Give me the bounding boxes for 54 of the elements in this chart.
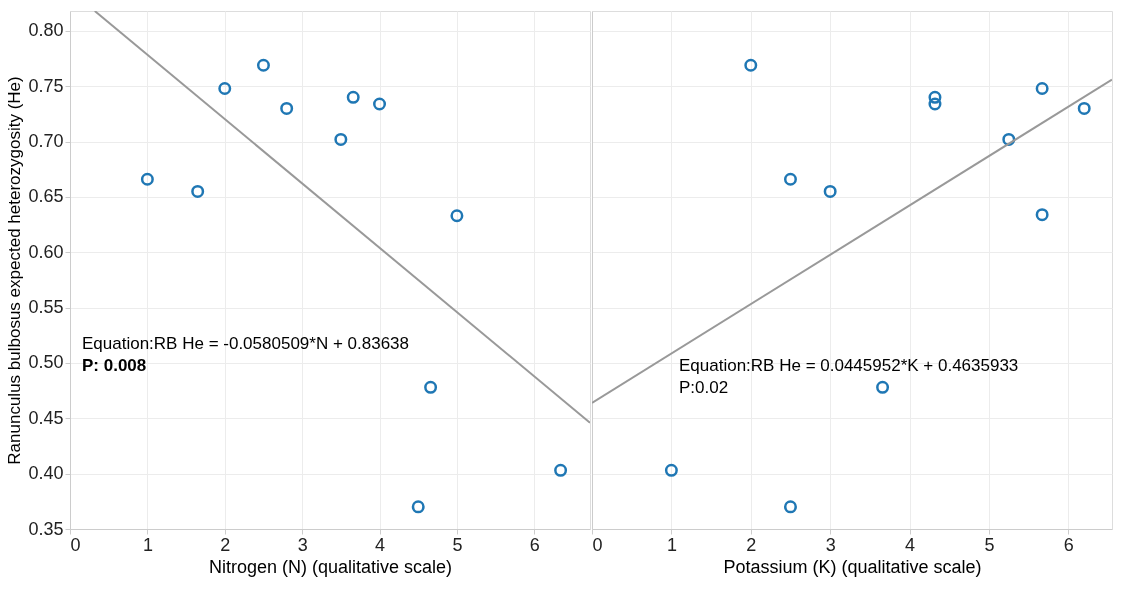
y-axis-title: Ranunculus bulbosus expected heterozygosity (He) bbox=[5, 76, 25, 465]
y-tick-label: 0.65 bbox=[28, 186, 64, 207]
y-tick-label: 0.75 bbox=[28, 75, 64, 96]
x-tick-label: 2 bbox=[746, 534, 757, 555]
x-tick-label: 4 bbox=[375, 534, 386, 555]
point bbox=[1077, 101, 1091, 115]
point bbox=[664, 463, 678, 477]
point bbox=[928, 90, 942, 104]
x-tick-label: 4 bbox=[905, 534, 916, 555]
point bbox=[450, 209, 464, 223]
x-tick-label: 3 bbox=[825, 534, 836, 555]
point bbox=[783, 172, 797, 186]
x-tick-label: 5 bbox=[452, 534, 463, 555]
x-tick-label: 5 bbox=[984, 534, 995, 555]
x-tick-label: 3 bbox=[297, 534, 308, 555]
y-tick-label: 0.35 bbox=[28, 518, 64, 539]
point bbox=[411, 500, 425, 514]
x-tick-label: 6 bbox=[529, 534, 540, 555]
annotation: Equation:RB He = 0.0445952*K + 0.4635933 bbox=[679, 356, 1019, 375]
y-tick-label: 0.60 bbox=[28, 241, 64, 262]
point bbox=[1035, 208, 1049, 222]
point bbox=[424, 380, 438, 394]
y-tick-label: 0.50 bbox=[28, 352, 64, 373]
y-tick-label: 0.45 bbox=[28, 407, 64, 428]
x-tick-label: 1 bbox=[142, 534, 153, 555]
point bbox=[1035, 81, 1049, 95]
point bbox=[744, 58, 758, 72]
point bbox=[140, 172, 154, 186]
point bbox=[280, 101, 294, 115]
point bbox=[334, 132, 348, 146]
annotation: P: 0.008 bbox=[82, 356, 147, 375]
annotation: P:0.02 bbox=[679, 378, 729, 397]
y-tick-label: 0.40 bbox=[28, 463, 64, 484]
point bbox=[554, 463, 568, 477]
point bbox=[876, 380, 890, 394]
point bbox=[373, 97, 387, 111]
x-axis-title: Nitrogen (N) (qualitative scale) bbox=[208, 556, 453, 577]
x-tick-label: 0 bbox=[592, 534, 603, 555]
y-tick-label: 0.70 bbox=[28, 131, 64, 152]
point bbox=[256, 58, 270, 72]
point bbox=[928, 97, 942, 111]
point bbox=[346, 90, 360, 104]
y-tick-label: 0.55 bbox=[28, 297, 64, 318]
x-tick-label: 0 bbox=[70, 534, 81, 555]
x-tick-label: 6 bbox=[1063, 534, 1074, 555]
y-tick-label: 0.80 bbox=[28, 20, 64, 41]
x-tick-label: 1 bbox=[666, 534, 677, 555]
point bbox=[823, 184, 837, 198]
x-axis-title: Potassium (K) (qualitative scale) bbox=[723, 556, 982, 577]
point bbox=[191, 184, 205, 198]
x-tick-label: 2 bbox=[220, 534, 231, 555]
point bbox=[783, 500, 797, 514]
annotation: Equation:RB He = -0.0580509*N + 0.83638 bbox=[82, 334, 410, 353]
point bbox=[218, 81, 232, 95]
